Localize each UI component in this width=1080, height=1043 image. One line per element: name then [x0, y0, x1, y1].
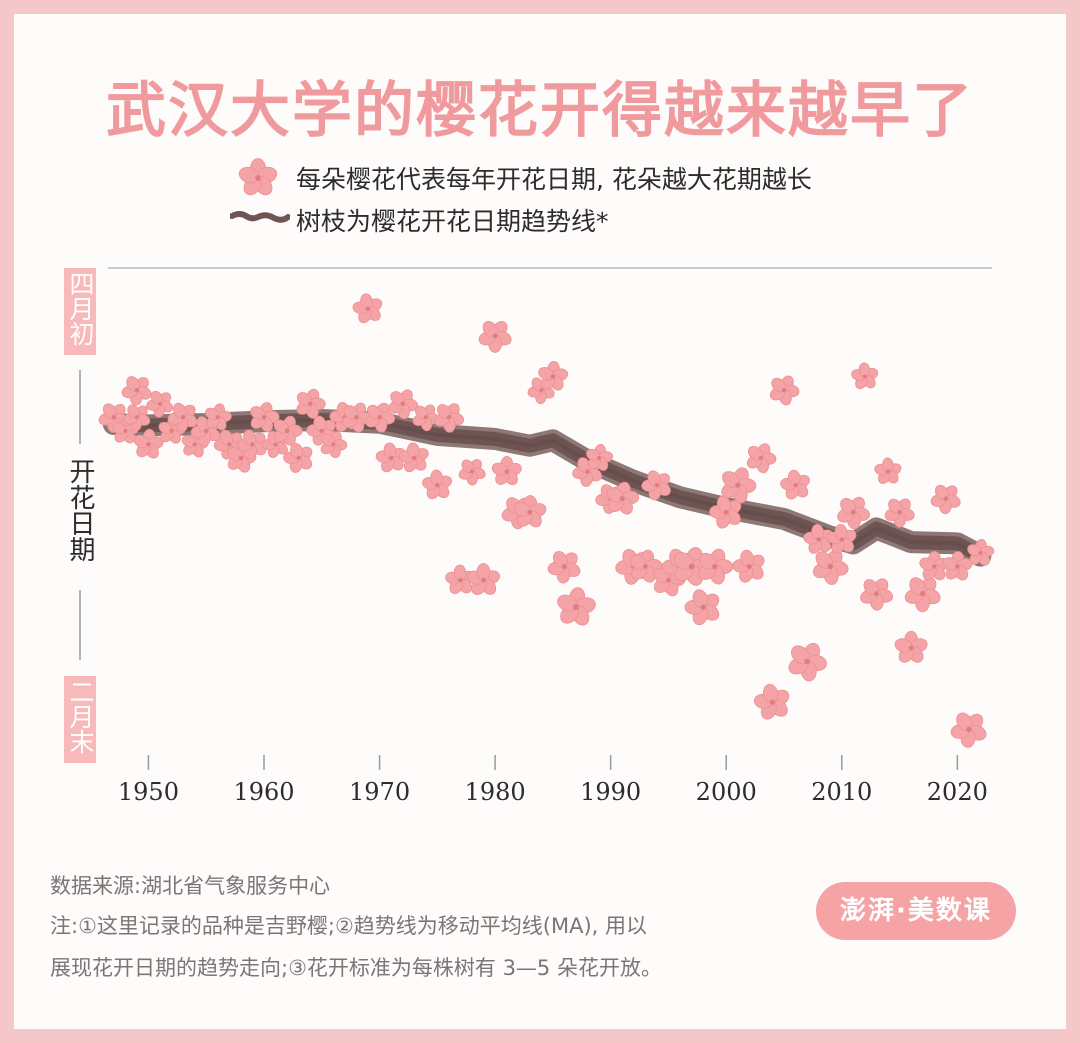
flower-1975 [422, 469, 452, 500]
flower-2003 [746, 443, 777, 474]
flower-2013 [860, 578, 894, 611]
y-axis-title-text: 开花日期 [65, 458, 95, 562]
flower-2015 [884, 498, 915, 528]
flower-2019 [930, 484, 961, 515]
flower-2021 [950, 712, 987, 748]
note-line-2: 展现花开日期的趋势走向;③花开标准为每株树有 3—5 朵花开放。 [50, 956, 662, 980]
flower-2020 [942, 551, 973, 581]
flower-1998 [684, 589, 720, 626]
flower-1972 [388, 389, 419, 420]
flower-1966 [320, 431, 348, 459]
flower-2012 [851, 362, 879, 390]
x-axis-ticks: 1950 1960 1970 1980 1990 2000 2010 2020 [118, 755, 988, 806]
flower-1973 [398, 442, 429, 473]
flower-1950 [133, 428, 164, 459]
flower-1985 [538, 361, 569, 391]
flower-2011 [837, 496, 871, 530]
flower-1949 [123, 404, 151, 432]
flower-1987 [557, 587, 596, 626]
flower-2022 [967, 538, 995, 566]
data-source: 数据来源:湖北省气象服务中心 [50, 874, 331, 898]
x-tick-label-1970: 1970 [349, 778, 410, 806]
flower-1974 [412, 404, 440, 432]
legend-branch-label: 树枝为樱花开花日期趋势线* [296, 207, 609, 236]
flower-2002 [732, 549, 765, 583]
cherry-blossom-icon [238, 158, 278, 196]
x-tick-label-2000: 2000 [696, 778, 757, 806]
flower-2017 [904, 577, 941, 613]
flower-1991 [606, 481, 640, 515]
flower-1988 [572, 457, 603, 487]
flower-1979 [467, 563, 500, 596]
flower-1968 [342, 402, 372, 433]
flower-1983 [513, 495, 547, 528]
x-tick-label-1950: 1950 [118, 778, 179, 806]
flower-1978 [458, 459, 486, 486]
flower-1961 [261, 430, 288, 458]
flower-1981 [491, 455, 522, 486]
branch-icon [230, 211, 290, 223]
note-line-1: 注:①这里记录的品种是吉野樱;②趋势线为移动平均线(MA), 用以 [50, 914, 648, 938]
flower-2004 [753, 683, 790, 720]
y-top-label-text: 四月初 [66, 271, 95, 346]
flower-2014 [874, 457, 902, 484]
flower-2005 [769, 375, 800, 406]
flower-1994 [641, 470, 671, 501]
flower-1949 [121, 376, 152, 406]
flower-1999 [698, 548, 734, 585]
flower-1989 [586, 444, 613, 471]
brand-logo: 澎湃·美数课 [816, 882, 1016, 940]
y-axis-bottom-label: 二月末 [64, 676, 96, 763]
flower-1959 [236, 429, 267, 460]
x-tick-label-2020: 2020 [927, 778, 988, 806]
flower-1956 [205, 403, 232, 431]
y-axis-title: 开花日期 [64, 458, 96, 569]
flower-1980 [478, 320, 512, 353]
legend-flower-label: 每朵樱花代表每年开花日期, 花朵越大花期越长 [296, 165, 812, 194]
flower-1963 [283, 442, 313, 473]
flower-1951 [146, 390, 174, 418]
flower-2010 [826, 523, 857, 554]
flower-1955 [190, 416, 221, 447]
flower-2016 [894, 630, 928, 663]
x-tick-label-2010: 2010 [811, 778, 872, 806]
x-tick-label-1990: 1990 [580, 778, 641, 806]
flower-1976 [434, 403, 465, 433]
flower-2001 [721, 467, 757, 504]
flower-2006 [780, 469, 810, 500]
flower-1962 [273, 415, 303, 446]
flower-1971 [375, 442, 406, 473]
flower-2000 [709, 495, 742, 529]
flower-1986 [547, 551, 581, 584]
x-tick-label-1980: 1980 [465, 778, 526, 806]
chart-title: 武汉大学的樱花开得越来越早了 [106, 76, 974, 146]
y-axis-top-label: 四月初 [64, 268, 96, 355]
flower-1993 [629, 549, 663, 583]
flower-2007 [788, 642, 827, 682]
flowers-layer [98, 293, 995, 748]
flower-1960 [250, 402, 280, 433]
x-tick-label-1960: 1960 [233, 778, 294, 806]
flower-1969 [352, 293, 383, 324]
flower-2009 [812, 549, 849, 585]
flower-1970 [365, 402, 396, 433]
y-bottom-label-text: 二月末 [66, 679, 95, 754]
flower-1964 [296, 388, 326, 419]
